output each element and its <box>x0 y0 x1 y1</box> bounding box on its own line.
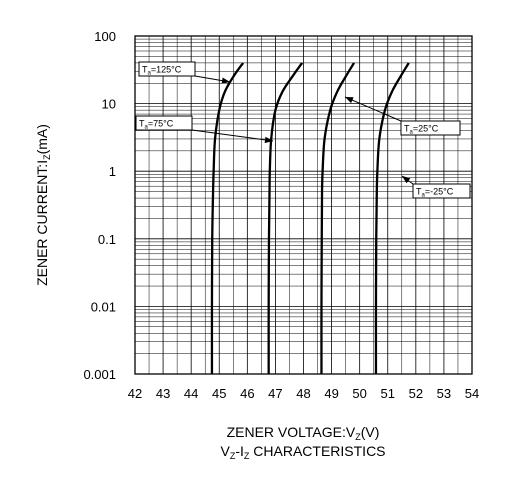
y-axis-title: ZENER CURRENT:IZ(mA) <box>34 124 52 286</box>
y-tick-label: 0.01 <box>91 299 116 314</box>
annotations: Ta=125°C Ta=75°C Ta=25°C Ta=-25°C <box>135 61 471 199</box>
callout-box <box>412 183 471 199</box>
x-tick-label: 52 <box>409 386 423 401</box>
grid-layer <box>134 36 473 375</box>
callout-leader <box>191 129 274 142</box>
callout: Ta=125°C <box>138 61 231 84</box>
callout-box <box>135 115 193 131</box>
x-tick-label: 50 <box>352 386 366 401</box>
callout-box <box>400 120 461 136</box>
arrow-head <box>221 77 230 84</box>
arrow-head <box>345 97 354 104</box>
x-tick-label: 45 <box>212 386 226 401</box>
x-tick-label: 49 <box>324 386 338 401</box>
y-tick-label: 0.1 <box>98 232 116 247</box>
series-line <box>267 62 304 375</box>
plot-frame <box>134 35 473 375</box>
x-axis-title: ZENER VOLTAGE:VZ(V) <box>227 424 380 442</box>
callout: Ta=75°C <box>135 115 274 144</box>
callout-label: Ta=-25°C <box>416 187 454 199</box>
x-tick-label: 51 <box>381 386 395 401</box>
series-layer <box>210 62 410 375</box>
x-tick-label: 44 <box>184 386 198 401</box>
x-tick-label: 48 <box>296 386 310 401</box>
callout-label: Ta=75°C <box>139 119 174 131</box>
x-tick-label: 47 <box>268 386 282 401</box>
callout-label: Ta=25°C <box>404 124 439 136</box>
callout: Ta=-25°C <box>401 175 471 199</box>
x-tick-label: 53 <box>437 386 451 401</box>
y-tick-label: 1 <box>109 164 116 179</box>
plot-border <box>134 35 473 375</box>
series-line <box>210 62 245 375</box>
callout: Ta=25°C <box>344 96 461 136</box>
arrow-head <box>264 136 273 144</box>
y-tick-label: 0.001 <box>83 367 116 382</box>
chart-title: VZ-IZ CHARACTERISTICS <box>220 443 385 461</box>
y-tick-label: 100 <box>94 29 116 44</box>
series-line <box>320 62 356 375</box>
arrow-head <box>402 176 411 184</box>
series-line <box>374 62 410 375</box>
tick-labels: 42 43 44 45 46 47 48 49 50 51 52 53 54 0.001 0.01 0.1 1 1… <box>83 29 479 401</box>
axis-titles: ZENER VOLTAGE:VZ(V)VZ-IZ CHARACTERISTICS… <box>34 124 386 461</box>
callout-leader <box>344 96 402 122</box>
y-tick-label: 10 <box>102 97 116 112</box>
callout-label: Ta=125°C <box>142 65 182 77</box>
x-tick-label: 54 <box>465 386 479 401</box>
callout-box <box>138 61 196 77</box>
x-tick-label: 42 <box>128 386 142 401</box>
x-tick-label: 46 <box>240 386 254 401</box>
x-tick-label: 43 <box>156 386 170 401</box>
